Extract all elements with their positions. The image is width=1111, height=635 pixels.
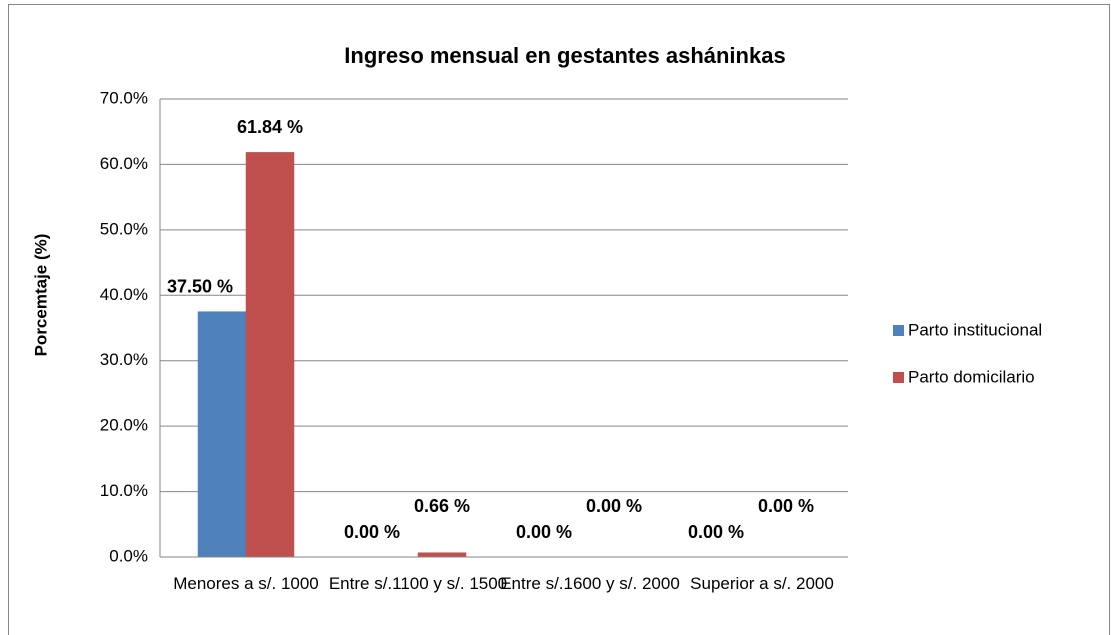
y-tick-label: 30.0%	[100, 350, 148, 369]
data-label: 37.50 %	[167, 276, 233, 296]
legend-swatch	[893, 325, 904, 336]
y-tick-label: 70.0%	[100, 88, 148, 107]
x-tick-label: Entre s/.1600 y s/. 2000	[500, 574, 680, 593]
data-label: 61.84 %	[237, 117, 303, 137]
legend-label: Parto domicilario	[908, 367, 1035, 386]
y-axis-label: Porcemtaje (%)	[31, 234, 50, 357]
legend-label: Parto institucional	[908, 320, 1042, 339]
data-label: 0.66 %	[414, 496, 470, 516]
y-tick-label: 50.0%	[100, 219, 148, 238]
legend-swatch	[893, 372, 904, 383]
data-label: 0.00 %	[516, 522, 572, 542]
x-tick-label: Entre s/.1100 y s/. 1500	[328, 574, 508, 593]
y-tick-label: 60.0%	[100, 154, 148, 173]
y-tick-label: 0.0%	[109, 546, 148, 565]
bar	[197, 311, 247, 558]
x-tick-label: Menores a s/. 1000	[173, 574, 319, 593]
data-label: 0.00 %	[758, 496, 814, 516]
x-tick-label: Superior a s/. 2000	[690, 574, 834, 593]
y-tick-label: 20.0%	[100, 416, 148, 435]
data-label: 0.00 %	[344, 522, 400, 542]
bar	[245, 152, 295, 558]
bar	[417, 552, 467, 558]
data-label: 0.00 %	[586, 496, 642, 516]
y-tick-label: 40.0%	[100, 285, 148, 304]
chart-border	[8, 4, 1110, 635]
chart-title: Ingreso mensual en gestantes asháninkas	[344, 43, 785, 68]
data-label: 0.00 %	[688, 522, 744, 542]
y-tick-label: 10.0%	[100, 481, 148, 500]
